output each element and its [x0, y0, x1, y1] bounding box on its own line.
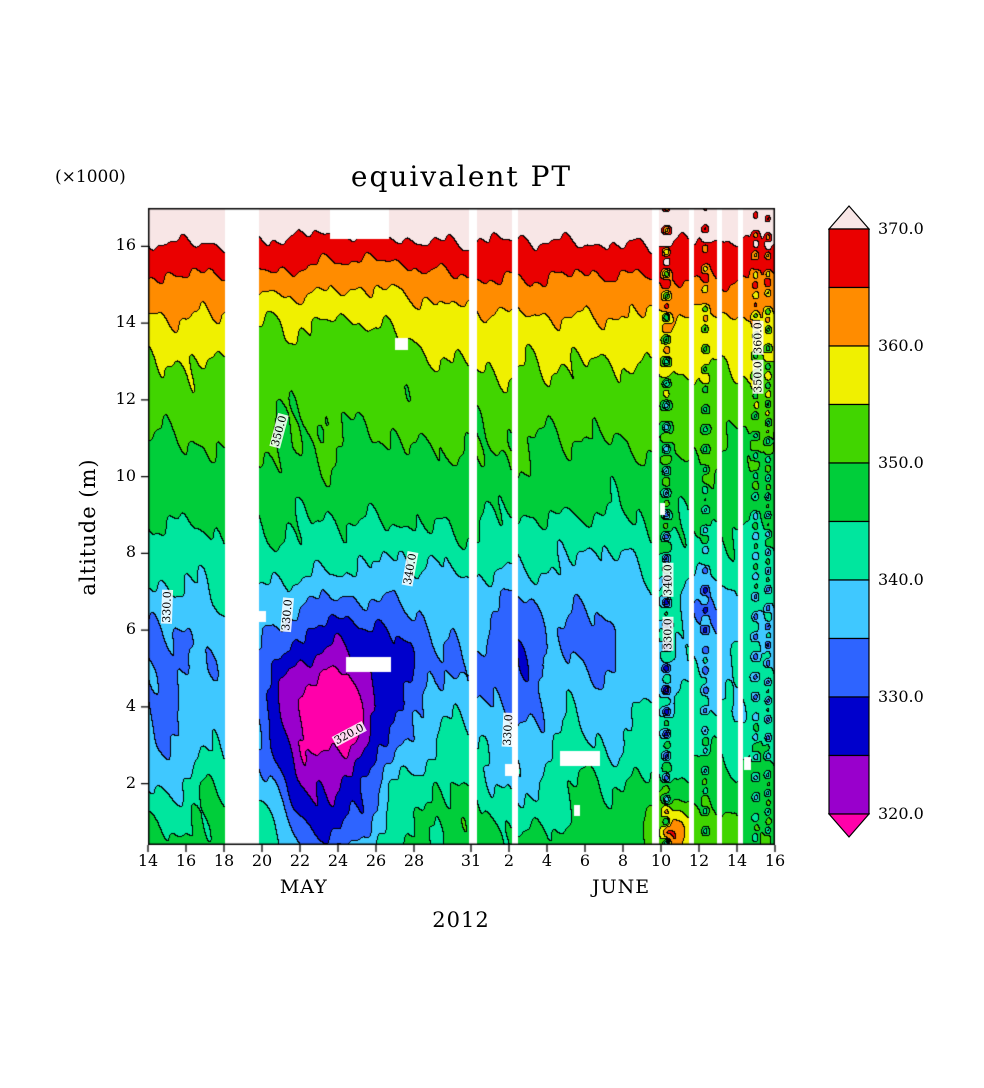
- y-axis-title: altitude (m): [76, 458, 100, 596]
- x-tick-label: 14: [726, 851, 748, 870]
- x-tick-label: 24: [327, 851, 349, 870]
- x-tick-label: 6: [579, 851, 591, 870]
- year-label: 2012: [432, 908, 490, 932]
- x-tick-label: 28: [403, 851, 425, 870]
- contour-plot-canvas: [136, 196, 787, 857]
- x-tick-label: 8: [617, 851, 629, 870]
- y-tick-label: 12: [115, 388, 136, 408]
- colorbar-label: 350.0: [878, 453, 924, 472]
- colorbar-label: 320.0: [878, 804, 924, 823]
- colorbar-label: 370.0: [878, 219, 924, 238]
- x-tick-label: 31: [460, 851, 482, 870]
- colorbar-graphic: [827, 205, 871, 838]
- contour-label: 330.0: [500, 712, 516, 747]
- x-tick-label: 18: [213, 851, 235, 870]
- colorbar-label: 340.0: [878, 570, 924, 589]
- y-axis-scale-note: (×1000): [55, 167, 126, 187]
- colorbar-label: 360.0: [878, 336, 924, 355]
- month-label-june: JUNE: [592, 876, 651, 898]
- colorbar: [827, 205, 871, 843]
- x-tick-label: 10: [650, 851, 672, 870]
- x-tick-label: 4: [541, 851, 553, 870]
- chart-title: equivalent PT: [350, 160, 573, 193]
- x-tick-label: 22: [289, 851, 311, 870]
- x-tick-label: 16: [175, 851, 197, 870]
- y-tick-label: 8: [125, 542, 136, 562]
- x-tick-label: 14: [137, 851, 159, 870]
- contour-label: 350.0: [751, 360, 765, 394]
- contour-label: 330.0: [159, 590, 175, 625]
- y-tick-label: 6: [125, 619, 136, 639]
- x-tick-label: 26: [365, 851, 387, 870]
- x-tick-label: 16: [764, 851, 786, 870]
- contour-label: 330.0: [661, 617, 675, 651]
- x-tick-label: 20: [251, 851, 273, 870]
- x-tick-label: 2: [503, 851, 515, 870]
- y-tick-label: 10: [115, 465, 136, 485]
- contour-label: 330.0: [278, 597, 295, 632]
- month-label-may: MAY: [279, 876, 328, 898]
- y-tick-label: 16: [115, 235, 136, 255]
- contour-label: 360.0: [751, 321, 765, 356]
- y-tick-label: 4: [125, 695, 136, 715]
- y-tick-label: 14: [115, 312, 136, 332]
- y-tick-label: 2: [125, 772, 136, 792]
- colorbar-label: 330.0: [878, 687, 924, 706]
- x-tick-label: 12: [688, 851, 710, 870]
- contour-label: 340.0: [661, 563, 675, 597]
